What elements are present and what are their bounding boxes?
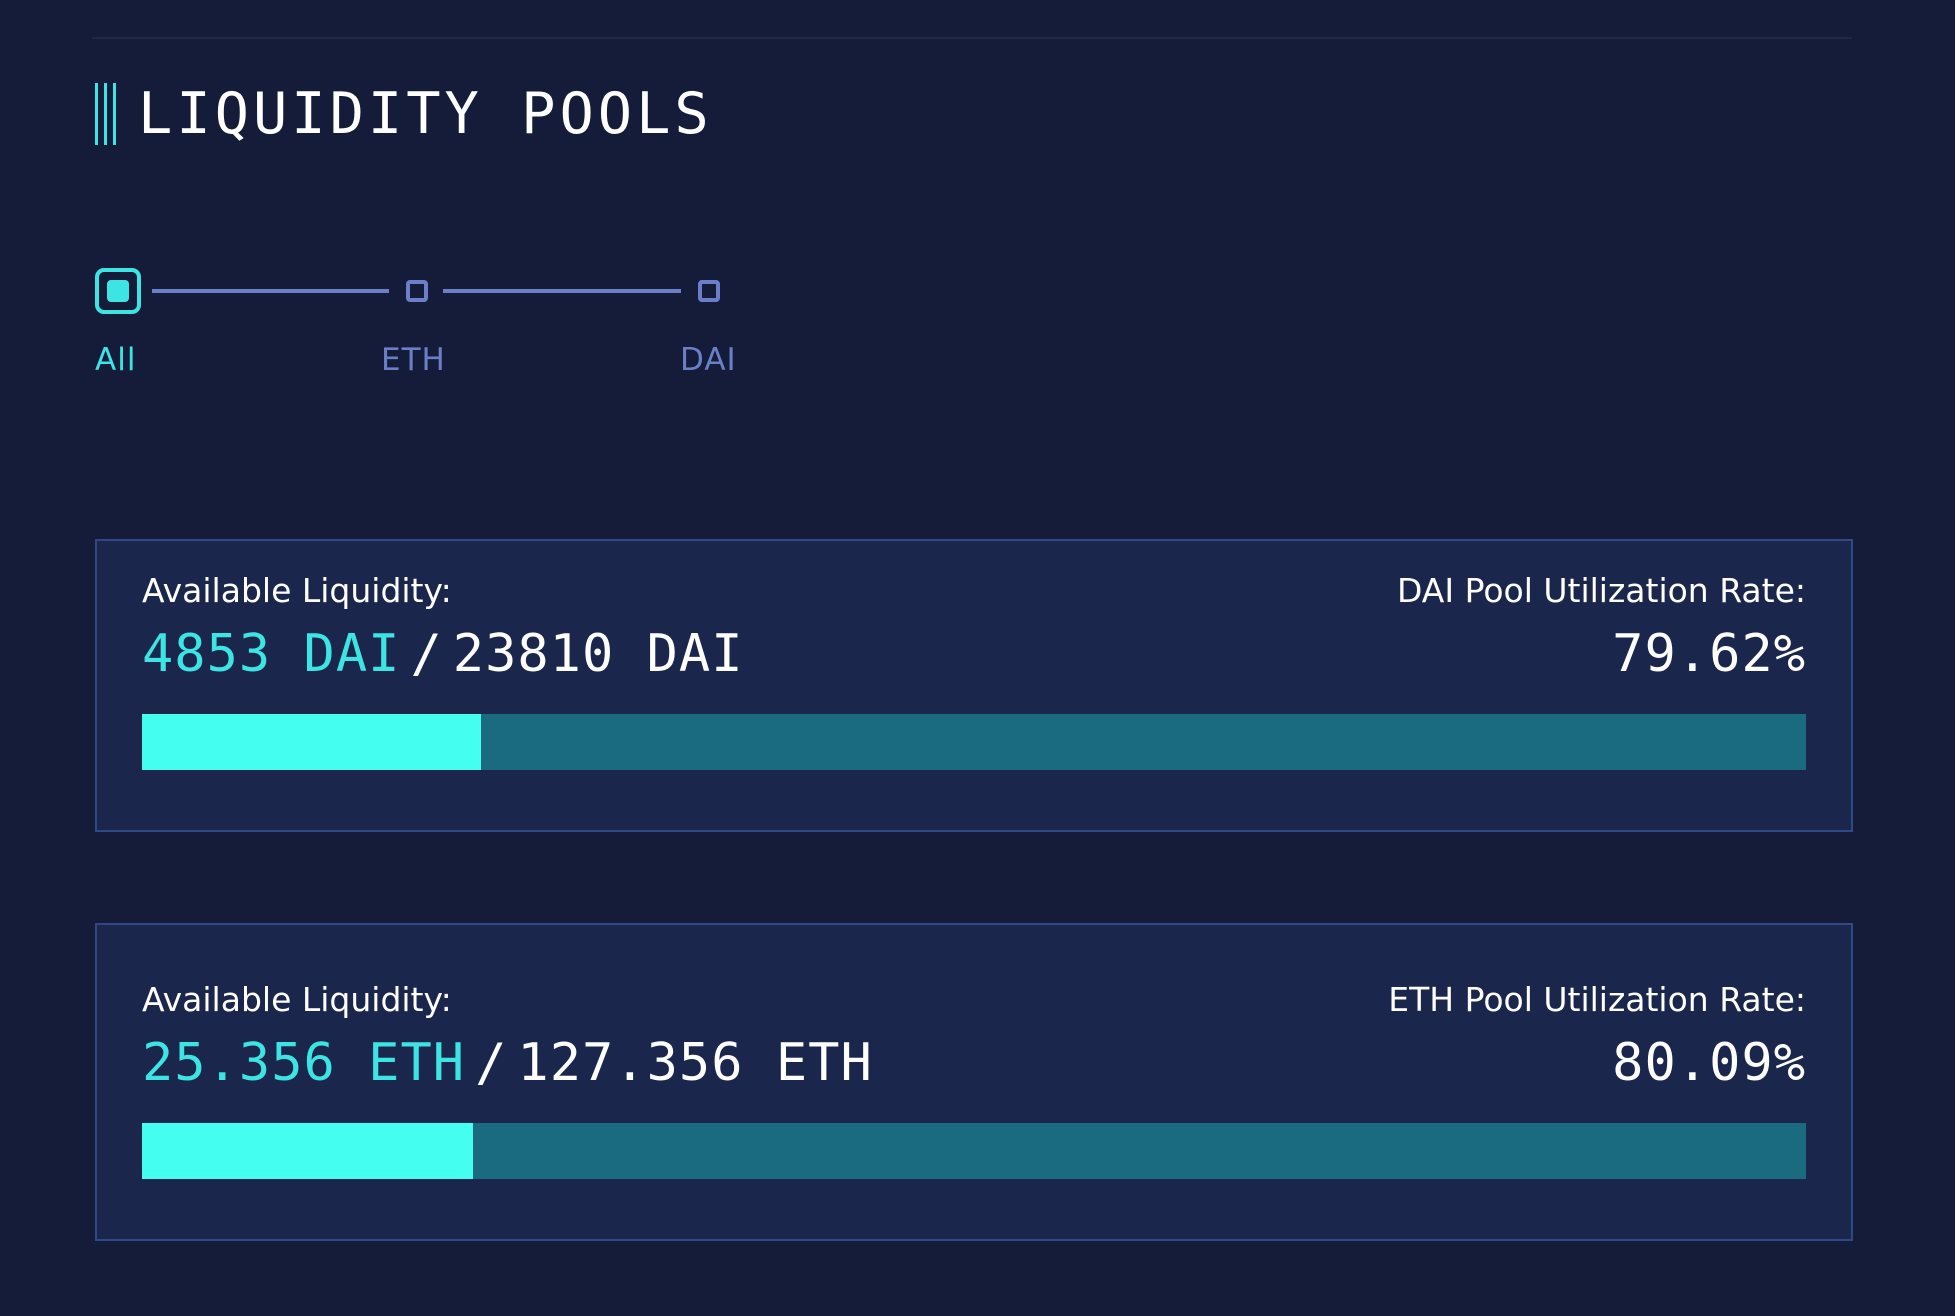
available-liquidity-label: Available Liquidity: (142, 980, 452, 1019)
filter-label-dai[interactable]: DAI (680, 342, 737, 378)
liquidity-progress-fill (142, 1123, 474, 1179)
liquidity-progress-bar (142, 714, 1806, 770)
liquidity-progress-fill (142, 714, 482, 770)
dai-pool-card: Available Liquidity: DAI Pool Utilizatio… (95, 539, 1853, 832)
stepper-connector (152, 289, 389, 293)
title-bars-icon (95, 83, 116, 145)
utilization-rate-value: 80.09% (1612, 1033, 1806, 1093)
eth-pool-card: Available Liquidity: ETH Pool Utilizatio… (95, 923, 1853, 1241)
liquidity-progress-bar (142, 1123, 1806, 1179)
total-liquidity-value: 127.356 ETH (517, 1033, 873, 1093)
top-divider (92, 37, 1852, 39)
liquidity-values: 25.356 ETH/127.356 ETH (142, 1033, 873, 1093)
liquidity-values: 4853 DAI/23810 DAI (142, 624, 744, 684)
available-liquidity-value: 25.356 ETH (142, 1033, 466, 1093)
total-liquidity-value: 23810 DAI (452, 624, 744, 684)
filter-node-eth[interactable] (406, 280, 428, 302)
available-liquidity-label: Available Liquidity: (142, 571, 452, 610)
page-title: LIQUIDITY POOLS (138, 80, 713, 147)
utilization-rate-value: 79.62% (1612, 624, 1806, 684)
filter-label-eth[interactable]: ETH (381, 342, 446, 378)
value-separator: / (410, 624, 443, 684)
value-separator: / (475, 1033, 508, 1093)
filter-node-dai[interactable] (698, 280, 720, 302)
utilization-rate-label: DAI Pool Utilization Rate: (1396, 571, 1806, 610)
filter-node-all[interactable] (95, 268, 141, 314)
page-header: LIQUIDITY POOLS (95, 82, 713, 146)
utilization-rate-label: ETH Pool Utilization Rate: (1388, 980, 1806, 1019)
stepper-connector (443, 289, 681, 293)
available-liquidity-value: 4853 DAI (142, 624, 401, 684)
filter-label-all[interactable]: All (95, 342, 137, 378)
